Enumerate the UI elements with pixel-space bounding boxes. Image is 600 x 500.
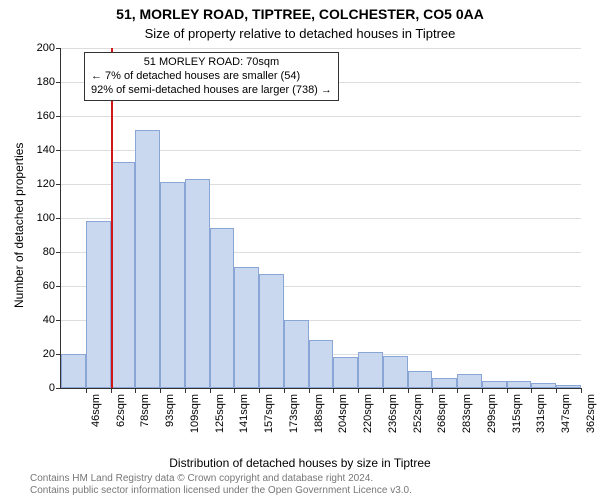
xtick-label: 299sqm	[486, 394, 498, 433]
xtick-mark	[507, 388, 508, 393]
y-axis-label: Number of detached properties	[12, 143, 26, 308]
page-subtitle: Size of property relative to detached ho…	[0, 26, 600, 41]
x-axis-label: Distribution of detached houses by size …	[0, 456, 600, 470]
xtick-mark	[284, 388, 285, 393]
xtick-label: 141sqm	[238, 394, 250, 433]
histogram-bar	[210, 228, 235, 388]
histogram-bar	[259, 274, 284, 388]
xtick-label: 268sqm	[436, 394, 448, 433]
ytick-label: 80	[43, 246, 55, 258]
histogram-bar	[135, 130, 160, 388]
histogram-bar	[185, 179, 210, 388]
xtick-mark	[581, 388, 582, 393]
xtick-mark	[185, 388, 186, 393]
page: { "title": { "text": "51, MORLEY ROAD, T…	[0, 0, 600, 500]
footer: Contains HM Land Registry data © Crown c…	[30, 473, 590, 496]
histogram-bar	[284, 320, 309, 388]
histogram-bar	[482, 381, 507, 388]
ytick-mark	[56, 320, 61, 321]
histogram-bar	[358, 352, 383, 388]
xtick-label: 109sqm	[189, 394, 201, 433]
ytick-label: 100	[37, 212, 55, 224]
xtick-mark	[482, 388, 483, 393]
ytick-mark	[56, 252, 61, 253]
xtick-mark	[408, 388, 409, 393]
ytick-label: 60	[43, 280, 55, 292]
xtick-label: 46sqm	[90, 394, 102, 427]
grid-line	[61, 48, 581, 49]
xtick-label: 220sqm	[362, 394, 374, 433]
ytick-mark	[56, 286, 61, 287]
xtick-label: 315sqm	[511, 394, 523, 433]
xtick-mark	[234, 388, 235, 393]
xtick-mark	[111, 388, 112, 393]
histogram-bar	[383, 356, 408, 388]
xtick-label: 188sqm	[313, 394, 325, 433]
ytick-label: 20	[43, 348, 55, 360]
histogram-bar	[61, 354, 86, 388]
xtick-label: 252sqm	[412, 394, 424, 433]
annotation-line: ← 7% of detached houses are smaller (54)	[91, 70, 332, 84]
xtick-mark	[333, 388, 334, 393]
ytick-mark	[56, 48, 61, 49]
ytick-label: 200	[37, 42, 55, 54]
histogram-bar	[531, 383, 556, 388]
ytick-mark	[56, 388, 61, 389]
xtick-label: 347sqm	[560, 394, 572, 433]
footer-line-2: Contains public sector information licen…	[30, 485, 590, 497]
xtick-label: 62sqm	[115, 394, 127, 427]
histogram-bar	[309, 340, 334, 388]
xtick-mark	[457, 388, 458, 393]
ytick-label: 180	[37, 76, 55, 88]
ytick-label: 160	[37, 110, 55, 122]
xtick-mark	[358, 388, 359, 393]
ytick-mark	[56, 184, 61, 185]
xtick-label: 93sqm	[164, 394, 176, 427]
grid-line	[61, 116, 581, 117]
xtick-mark	[160, 388, 161, 393]
y-axis-label-text: Number of detached properties	[12, 143, 26, 308]
ytick-label: 140	[37, 144, 55, 156]
histogram-bar	[86, 221, 111, 388]
histogram-bar	[111, 162, 136, 388]
annotation-line: 51 MORLEY ROAD: 70sqm	[91, 56, 332, 70]
xtick-mark	[432, 388, 433, 393]
xtick-label: 362sqm	[585, 394, 597, 433]
footer-line-1: Contains HM Land Registry data © Crown c…	[30, 473, 590, 485]
xtick-label: 157sqm	[263, 394, 275, 433]
xtick-label: 204sqm	[337, 394, 349, 433]
xtick-mark	[86, 388, 87, 393]
xtick-label: 173sqm	[288, 394, 300, 433]
annotation-line: 92% of semi-detached houses are larger (…	[91, 84, 332, 98]
ytick-label: 0	[49, 382, 55, 394]
xtick-mark	[556, 388, 557, 393]
xtick-mark	[531, 388, 532, 393]
xtick-label: 236sqm	[387, 394, 399, 433]
xtick-mark	[210, 388, 211, 393]
histogram-bar	[507, 381, 532, 388]
xtick-label: 125sqm	[214, 394, 226, 433]
histogram-bar	[234, 267, 259, 388]
ytick-mark	[56, 82, 61, 83]
xtick-mark	[135, 388, 136, 393]
annotation-box: 51 MORLEY ROAD: 70sqm← 7% of detached ho…	[84, 52, 339, 101]
xtick-label: 78sqm	[139, 394, 151, 427]
histogram-bar	[432, 378, 457, 388]
ytick-mark	[56, 116, 61, 117]
histogram-bar	[457, 374, 482, 388]
ytick-label: 120	[37, 178, 55, 190]
histogram-bar	[333, 357, 358, 388]
ytick-mark	[56, 150, 61, 151]
histogram-bar	[556, 385, 581, 388]
xtick-label: 283sqm	[461, 394, 473, 433]
ytick-label: 40	[43, 314, 55, 326]
histogram-bar	[160, 182, 185, 388]
xtick-label: 331sqm	[535, 394, 547, 433]
xtick-mark	[259, 388, 260, 393]
xtick-mark	[309, 388, 310, 393]
ytick-mark	[56, 218, 61, 219]
xtick-mark	[383, 388, 384, 393]
histogram-bar	[408, 371, 433, 388]
page-title: 51, MORLEY ROAD, TIPTREE, COLCHESTER, CO…	[0, 6, 600, 22]
